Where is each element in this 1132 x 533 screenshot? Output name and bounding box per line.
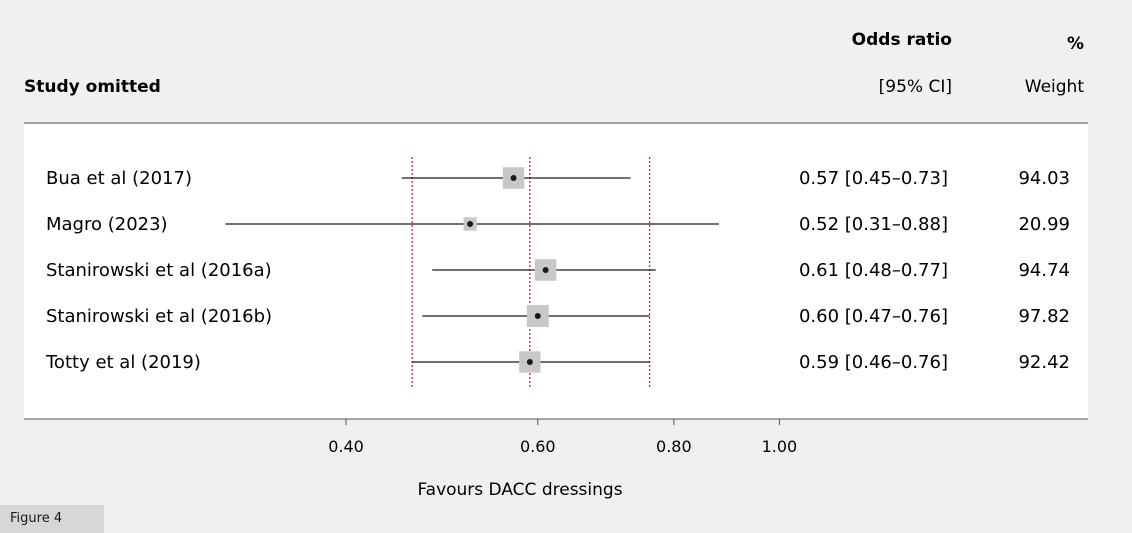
weight-percent-header: % bbox=[1067, 34, 1084, 54]
study-row: Stanirowski et al (2016a) 0.61 [0.48–0.77… bbox=[46, 259, 1070, 281]
study-row: Magro (2023) 0.52 [0.31–0.88] 20.99 bbox=[46, 214, 1070, 235]
x-axis-label: Favours DACC dressings bbox=[417, 480, 622, 500]
x-axis: 0.40 0.60 0.80 1.00 bbox=[328, 419, 797, 456]
weight-value: 92.42 bbox=[1018, 352, 1070, 373]
x-tick-label: 0.40 bbox=[328, 437, 364, 456]
odds-ratio-value: 0.52 [0.31–0.88] bbox=[799, 214, 948, 235]
point-estimate bbox=[467, 221, 474, 227]
weight-value: 94.03 bbox=[1018, 168, 1070, 189]
weight-value: 97.82 bbox=[1018, 306, 1070, 327]
point-estimate bbox=[534, 313, 541, 319]
weight-value: 20.99 bbox=[1018, 214, 1070, 235]
ci-column-header: [95% CI] bbox=[879, 77, 952, 97]
x-tick-label: 0.60 bbox=[520, 437, 556, 456]
study-name: Magro (2023) bbox=[46, 214, 168, 235]
study-row: Totty et al (2019) 0.59 [0.46–0.76] 92.42 bbox=[45, 351, 1070, 373]
odds-ratio-value: 0.60 [0.47–0.76] bbox=[799, 306, 948, 327]
study-name: Stanirowski et al (2016b) bbox=[46, 306, 272, 327]
point-estimate bbox=[526, 359, 533, 365]
study-rows: Bua et al (2017) 0.57 [0.45–0.73] 94.03 Mag… bbox=[45, 167, 1070, 373]
odds-ratio-value: 0.57 [0.45–0.73] bbox=[799, 168, 948, 189]
point-estimate bbox=[542, 267, 549, 273]
weight-value: 94.74 bbox=[1018, 260, 1070, 281]
forest-plot: Study omitted Odds ratio [95% CI] % Weig… bbox=[24, 30, 1088, 500]
study-name: Bua et al (2017) bbox=[46, 168, 192, 189]
x-tick-label: 1.00 bbox=[762, 437, 798, 456]
study-row: Stanirowski et al (2016b) 0.60 [0.47–0.76… bbox=[46, 305, 1070, 327]
odds-ratio-column-header: Odds ratio bbox=[852, 30, 952, 50]
study-column-header: Study omitted bbox=[24, 77, 161, 97]
study-name: Stanirowski et al (2016a) bbox=[46, 260, 272, 281]
study-row: Bua et al (2017) 0.57 [0.45–0.73] 94.03 bbox=[46, 167, 1070, 189]
odds-ratio-value: 0.59 [0.46–0.76] bbox=[799, 352, 948, 373]
weight-column-header: Weight bbox=[1025, 77, 1085, 97]
point-estimate bbox=[510, 175, 517, 181]
odds-ratio-value: 0.61 [0.48–0.77] bbox=[799, 260, 948, 281]
study-name: Totty et al (2019) bbox=[45, 352, 201, 373]
x-tick-label: 0.80 bbox=[656, 437, 692, 456]
figure-label: Figure 4 bbox=[0, 505, 104, 533]
